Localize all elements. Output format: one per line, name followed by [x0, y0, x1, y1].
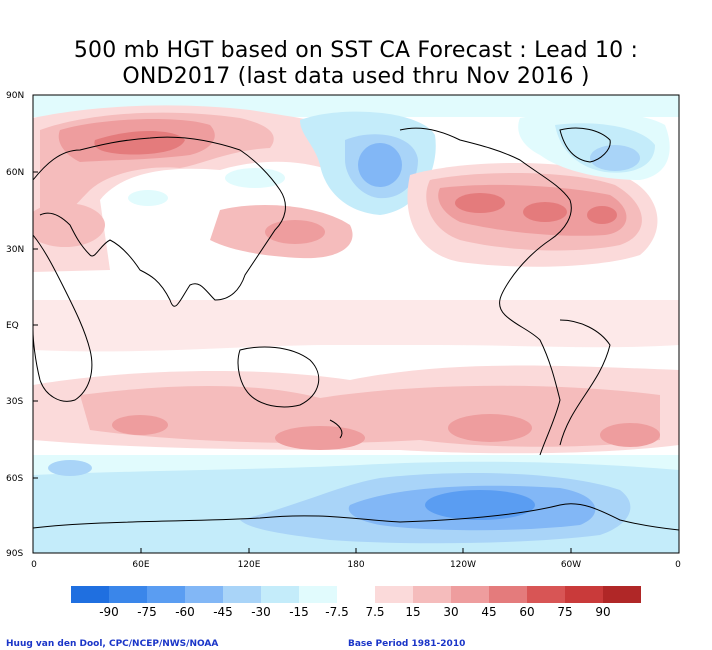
colorbar-swatch: [451, 586, 489, 603]
colorbar-swatch: [565, 586, 603, 603]
colorbar-tick-label: 30: [443, 605, 459, 619]
lat-label-90n: 90N: [6, 91, 25, 101]
lon-label-60e: 60E: [132, 560, 150, 570]
kamchatka-negative: [225, 168, 285, 188]
japan-positive: [265, 220, 325, 244]
colorbar-tick-label: 45: [481, 605, 497, 619]
lon-label-180: 180: [347, 560, 365, 570]
colorbar-tick-label: -45: [213, 605, 233, 619]
footer-credit: Huug van den Dool, CPC/NCEP/NWS/NOAA: [6, 639, 219, 649]
colorbar-swatch: [185, 586, 223, 603]
na-core-east: [523, 202, 567, 222]
southern-positive-mid: [80, 385, 660, 447]
south-indian-positive: [112, 415, 168, 435]
colorbar-tick-label: -30: [251, 605, 271, 619]
coastlines: [33, 127, 679, 531]
lat-label-30n: 30N: [6, 245, 25, 255]
tropics-positive: [33, 300, 679, 352]
colorbar-swatch: [109, 586, 147, 603]
colorbar-tick-label: -75: [137, 605, 157, 619]
colorbar-swatch: [223, 586, 261, 603]
lat-label-60n: 60N: [6, 168, 25, 178]
lon-label-0-left: 0: [31, 560, 37, 570]
colorbar-tick-label: -90: [99, 605, 119, 619]
axis-ticks: [33, 171, 572, 553]
footer-base-period: Base Period 1981-2010: [348, 639, 466, 649]
south-atlantic-negative: [48, 460, 92, 476]
na-core-west: [455, 193, 505, 213]
colorbar-swatch: [489, 586, 527, 603]
colorbar-swatch: [261, 586, 299, 603]
lon-label-0-right: 0: [675, 560, 681, 570]
colorbar-tick-label: -15: [289, 605, 309, 619]
colorbar-tick-label: 15: [405, 605, 421, 619]
colorbar-tick-label: -7.5: [325, 605, 349, 619]
south-atlantic-positive: [600, 423, 660, 447]
colorbar: [71, 586, 641, 603]
colorbar-swatch: [375, 586, 413, 603]
siberia-negative: [128, 190, 168, 206]
colorbar-swatch: [299, 586, 337, 603]
lat-label-60s: 60S: [6, 474, 24, 484]
lat-label-eq: EQ: [6, 321, 19, 331]
antarctic-negative-core: [425, 490, 535, 520]
lon-label-120w: 120W: [449, 560, 477, 570]
australia-positive: [275, 426, 365, 450]
lon-label-120e: 120E: [237, 560, 261, 570]
mideast-positive: [33, 203, 105, 247]
colorbar-tick-label: 90: [595, 605, 611, 619]
chart-title-line1: 500 mb HGT based on SST CA Forecast : Le…: [73, 38, 639, 63]
colorbar-swatch: [413, 586, 451, 603]
lat-label-90s: 90S: [6, 549, 24, 559]
south-pacific-positive: [448, 414, 532, 442]
north-pacific-negative-core: [358, 143, 402, 187]
chart-title-line2: OND2017 (last data used thru Nov 2016 ): [122, 64, 590, 89]
atlantic-core: [587, 206, 617, 224]
colorbar-swatch: [527, 586, 565, 603]
lat-label-30s: 30S: [6, 397, 24, 407]
colorbar-tick-label: 60: [519, 605, 535, 619]
colorbar-swatch: [603, 586, 641, 603]
colorbar-tick-label: 7.5: [365, 605, 385, 619]
colorbar-tick-label: -60: [175, 605, 195, 619]
map-field: [33, 95, 679, 553]
colorbar-swatch: [337, 586, 375, 603]
lon-label-60w: 60W: [560, 560, 582, 570]
greenland-negative-core: [590, 145, 640, 171]
colorbar-swatch: [147, 586, 185, 603]
colorbar-swatch: [71, 586, 109, 603]
colorbar-tick-label: 75: [557, 605, 573, 619]
